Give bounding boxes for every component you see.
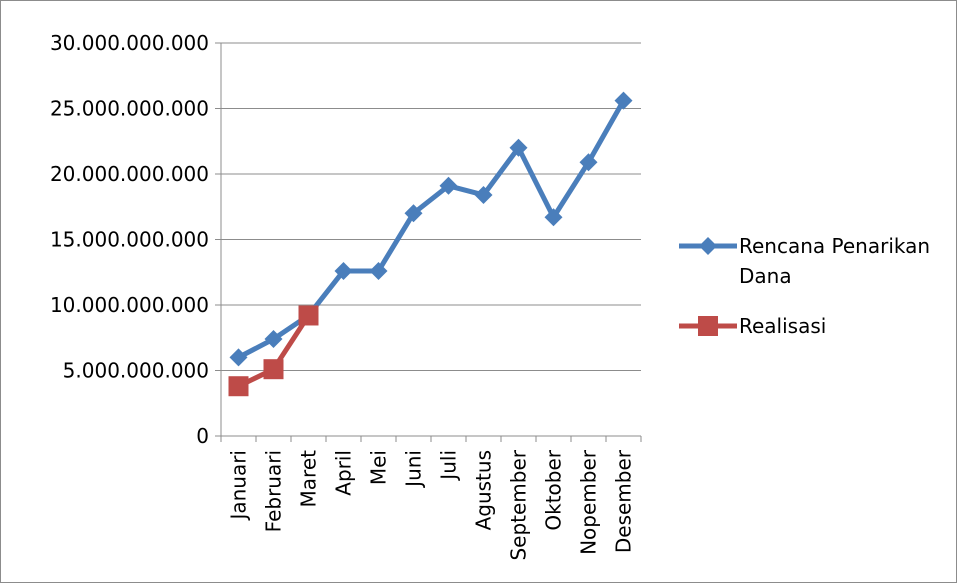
series-0-point bbox=[699, 237, 717, 255]
y-tick-label: 30.000.000.000 bbox=[50, 31, 209, 55]
series-0-point bbox=[544, 208, 563, 227]
series-0-point bbox=[579, 153, 598, 172]
x-tick-label: April bbox=[332, 450, 356, 496]
series-0-point bbox=[509, 138, 528, 157]
series-0-point bbox=[334, 261, 353, 280]
y-tick-label: 15.000.000.000 bbox=[50, 228, 209, 252]
y-tick-label: 5.000.000.000 bbox=[63, 359, 209, 383]
x-tick-label: Juni bbox=[402, 450, 426, 489]
series-0-point bbox=[614, 91, 633, 110]
y-tick-label: 20.000.000.000 bbox=[50, 162, 209, 186]
x-tick-label: Maret bbox=[297, 450, 321, 508]
x-tick-label: Mei bbox=[367, 450, 391, 485]
series-0-point bbox=[404, 204, 423, 223]
x-tick-label: Januari bbox=[227, 450, 251, 522]
legend-label: Rencana Penarikan bbox=[739, 234, 930, 258]
x-tick-label: Desember bbox=[612, 449, 636, 553]
series-1-point bbox=[263, 359, 284, 380]
x-tick-label: September bbox=[507, 449, 531, 560]
x-tick-label: Oktober bbox=[542, 449, 566, 530]
legend-label: Realisasi bbox=[739, 314, 826, 338]
y-tick-label: 25.000.000.000 bbox=[50, 97, 209, 121]
x-tick-label: Nopember bbox=[577, 449, 601, 555]
series-1-point bbox=[228, 376, 249, 397]
series-0-point bbox=[474, 185, 493, 204]
series-0-line bbox=[237, 99, 626, 360]
series-1-point bbox=[298, 305, 319, 326]
legend-label: Dana bbox=[739, 264, 792, 288]
x-tick-label: Februari bbox=[262, 450, 286, 532]
series-0-point bbox=[369, 261, 388, 280]
y-tick-label: 10.000.000.000 bbox=[50, 293, 209, 317]
series-1-point bbox=[698, 316, 718, 336]
series-0-point bbox=[229, 348, 248, 367]
x-tick-label: Juli bbox=[437, 450, 461, 482]
series-0-point bbox=[439, 176, 458, 195]
y-tick-label: 0 bbox=[196, 424, 209, 448]
x-tick-label: Agustus bbox=[472, 450, 496, 530]
series-0-point bbox=[264, 330, 283, 349]
